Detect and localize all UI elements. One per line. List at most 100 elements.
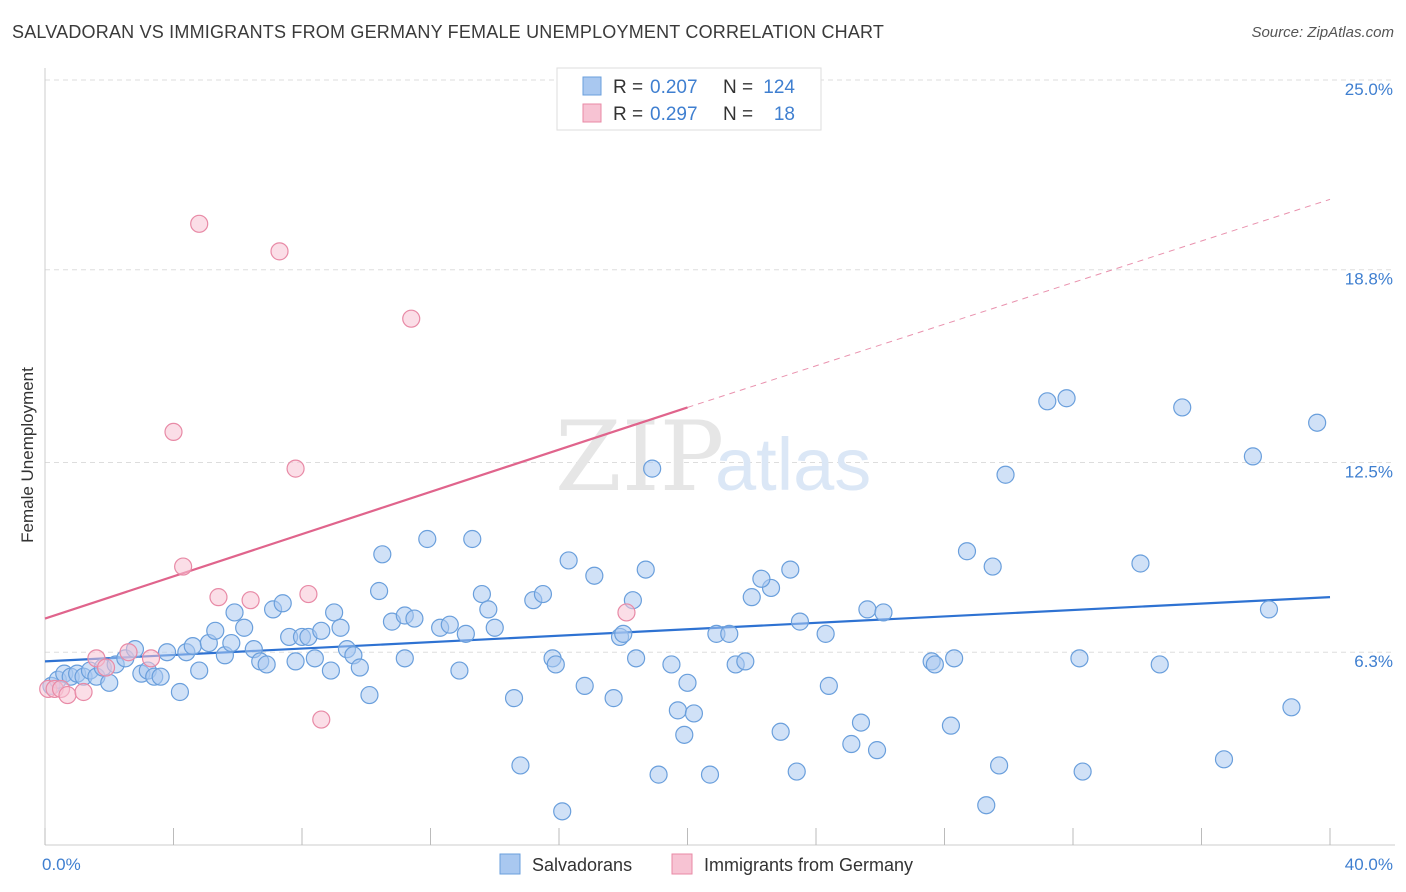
point-salvadorans xyxy=(183,636,202,656)
point-germany xyxy=(141,649,161,668)
point-salvadorans xyxy=(700,765,720,784)
point-salvadorans xyxy=(479,600,498,619)
point-salvadorans xyxy=(321,661,341,680)
point-salvadorans xyxy=(996,465,1015,484)
point-salvadorans xyxy=(312,621,331,640)
point-salvadorans xyxy=(1070,649,1089,668)
point-salvadorans xyxy=(790,612,810,631)
point-salvadorans xyxy=(614,624,633,643)
point-salvadorans xyxy=(157,643,177,662)
point-salvadorans xyxy=(1057,389,1076,408)
point-salvadorans xyxy=(649,765,668,784)
legend-swatch xyxy=(582,103,602,123)
point-salvadorans xyxy=(418,529,437,549)
point-salvadorans xyxy=(450,661,469,680)
legend-r-value: 0.207 xyxy=(650,77,698,98)
point-salvadorans xyxy=(331,618,350,637)
point-salvadorans xyxy=(858,600,877,619)
point-salvadorans xyxy=(395,649,414,668)
legend-swatch xyxy=(671,853,693,875)
point-salvadorans xyxy=(585,566,604,585)
y-tick-label: 6.3% xyxy=(1354,652,1393,671)
legend-r-label: R = xyxy=(613,104,643,125)
point-salvadorans xyxy=(983,557,1002,576)
legend-label: Immigrants from Germany xyxy=(704,855,913,875)
watermark-zip: ZIP xyxy=(555,401,724,513)
point-germany xyxy=(174,557,193,576)
point-germany xyxy=(286,459,305,478)
point-salvadorans xyxy=(1243,447,1263,466)
point-salvadorans xyxy=(1038,392,1057,411)
point-germany xyxy=(190,214,209,233)
point-salvadorans xyxy=(781,560,800,579)
point-salvadorans xyxy=(504,689,524,708)
point-salvadorans xyxy=(325,603,344,622)
point-salvadorans xyxy=(440,615,459,634)
point-salvadorans xyxy=(771,722,790,741)
point-germany xyxy=(58,685,77,705)
point-salvadorans xyxy=(170,682,190,702)
point-germany xyxy=(299,584,318,604)
y-tick-label: 25.0% xyxy=(1345,80,1393,99)
legend-bottom: Salvadorans Immigrants from Germany xyxy=(499,853,913,875)
watermark: ZIP atlas xyxy=(555,401,871,513)
point-salvadorans xyxy=(100,673,119,692)
point-salvadorans xyxy=(1308,413,1327,432)
x-tick-label: 0.0% xyxy=(42,855,81,874)
point-salvadorans xyxy=(816,624,835,643)
point-germany xyxy=(96,658,116,677)
point-salvadorans xyxy=(546,655,565,674)
point-salvadorans xyxy=(1282,698,1301,717)
legend-swatch xyxy=(582,76,602,96)
point-germany xyxy=(312,710,331,729)
source-label: Source: ZipAtlas.com xyxy=(1251,24,1394,41)
point-salvadorans xyxy=(662,655,681,674)
point-salvadorans xyxy=(742,588,761,607)
point-salvadorans xyxy=(575,676,594,695)
point-salvadorans xyxy=(511,756,530,775)
point-salvadorans xyxy=(842,734,861,754)
point-salvadorans xyxy=(957,542,977,561)
legend-top: R = 0.207 N = 124 R = 0.297 N = 18 xyxy=(556,67,822,131)
point-salvadorans xyxy=(678,673,697,692)
point-salvadorans xyxy=(533,584,553,604)
point-salvadorans xyxy=(273,594,292,613)
axes xyxy=(44,68,1395,846)
point-salvadorans xyxy=(977,796,996,815)
legend-r-label: R = xyxy=(613,77,643,98)
point-salvadorans xyxy=(151,667,170,686)
x-tick-label: 40.0% xyxy=(1345,855,1393,874)
point-salvadorans xyxy=(1214,750,1234,769)
point-salvadorans xyxy=(350,658,369,677)
point-salvadorans xyxy=(257,655,276,674)
point-salvadorans xyxy=(559,551,578,570)
watermark-atlas: atlas xyxy=(715,423,871,506)
point-salvadorans xyxy=(787,762,806,781)
point-salvadorans xyxy=(925,655,944,674)
trend-line xyxy=(44,406,688,620)
point-germany xyxy=(209,588,228,607)
point-salvadorans xyxy=(675,725,694,744)
point-salvadorans xyxy=(720,624,739,643)
legend-n-label: N = xyxy=(723,77,753,98)
point-salvadorans xyxy=(463,529,482,549)
point-salvadorans xyxy=(604,689,623,708)
point-salvadorans xyxy=(643,459,662,478)
point-germany xyxy=(74,682,93,702)
point-salvadorans xyxy=(945,649,964,668)
point-salvadorans xyxy=(206,621,225,640)
point-salvadorans xyxy=(190,661,209,680)
point-salvadorans xyxy=(225,603,244,622)
point-salvadorans xyxy=(684,704,704,723)
point-salvadorans xyxy=(752,569,771,588)
point-salvadorans xyxy=(373,545,392,564)
point-germany xyxy=(402,309,421,328)
chart-title: SALVADORAN VS IMMIGRANTS FROM GERMANY FE… xyxy=(12,22,885,42)
tick-labels: 6.3% 12.5% 18.8% 25.0% 0.0% 40.0% xyxy=(42,80,1393,874)
grid-lines xyxy=(45,79,1395,653)
point-salvadorans xyxy=(235,618,254,637)
point-germany xyxy=(270,242,289,261)
legend-n-value: 18 xyxy=(774,104,795,125)
point-salvadorans xyxy=(360,685,379,705)
point-germany xyxy=(617,603,636,622)
